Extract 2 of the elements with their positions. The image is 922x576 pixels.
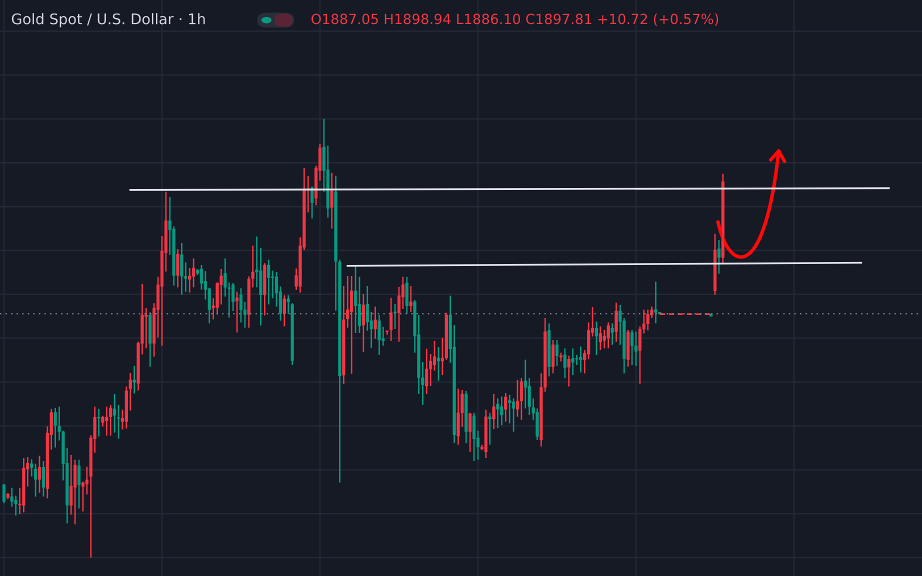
chart-title: Gold Spot / U.S. Dollar · 1h bbox=[12, 13, 205, 28]
text: O1887.05 H1898.94 L1886.10 C1897.81 +10.72 (+0.57%) bbox=[311, 13, 718, 26]
